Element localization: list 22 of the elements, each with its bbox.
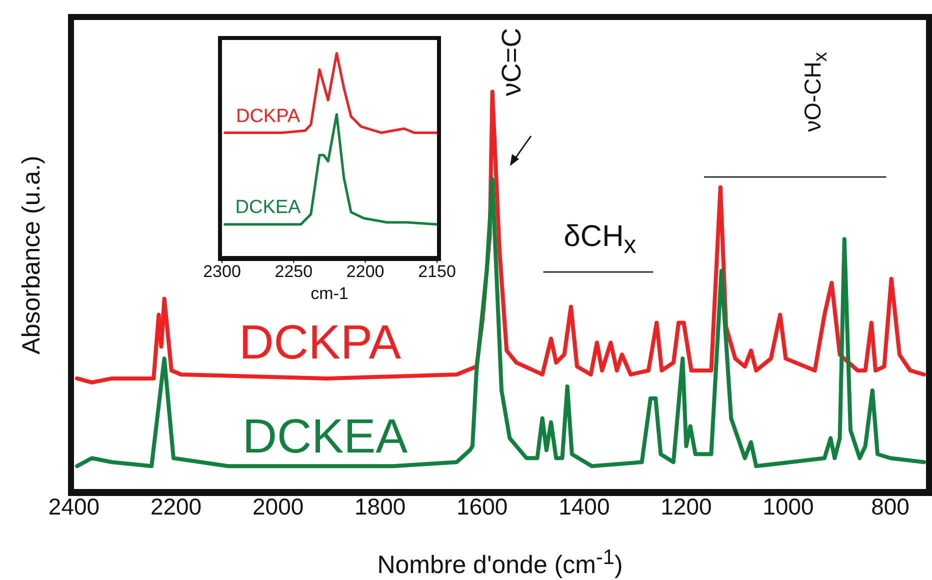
x-tick-label: 2200 [150,493,202,520]
annotation: νC=C [496,28,528,96]
y-axis-title: Absorbance (u.a.) [18,156,46,354]
series-label: DCKPA [236,106,300,128]
x-tick-label: 2400 [48,493,100,520]
series-label: DCKEA [242,410,408,464]
x-tick-label: 1800 [354,493,406,520]
x-tick-label: 2150 [418,262,456,282]
x-tick-label: 1000 [762,493,814,520]
annotation: δCH$_{x}$ [564,220,636,260]
series-label: DCKPA [239,316,401,370]
x-tick-label: 1200 [660,493,712,520]
x-tick-label: 2250 [274,262,313,282]
x-tick-label: 2200 [346,262,384,282]
x-tick-label: 2300 [203,262,241,282]
series-label: DCKEA [235,197,301,219]
x-tick-label: 1400 [558,493,610,520]
x-axis-title: cm-1 [310,284,348,304]
x-tick-label: 1600 [456,493,508,520]
x-axis-title: Nombre d'onde (cm$^{-1}$) [377,546,623,580]
x-tick-label: 2000 [252,493,304,520]
x-tick-label: 800 [871,493,910,520]
